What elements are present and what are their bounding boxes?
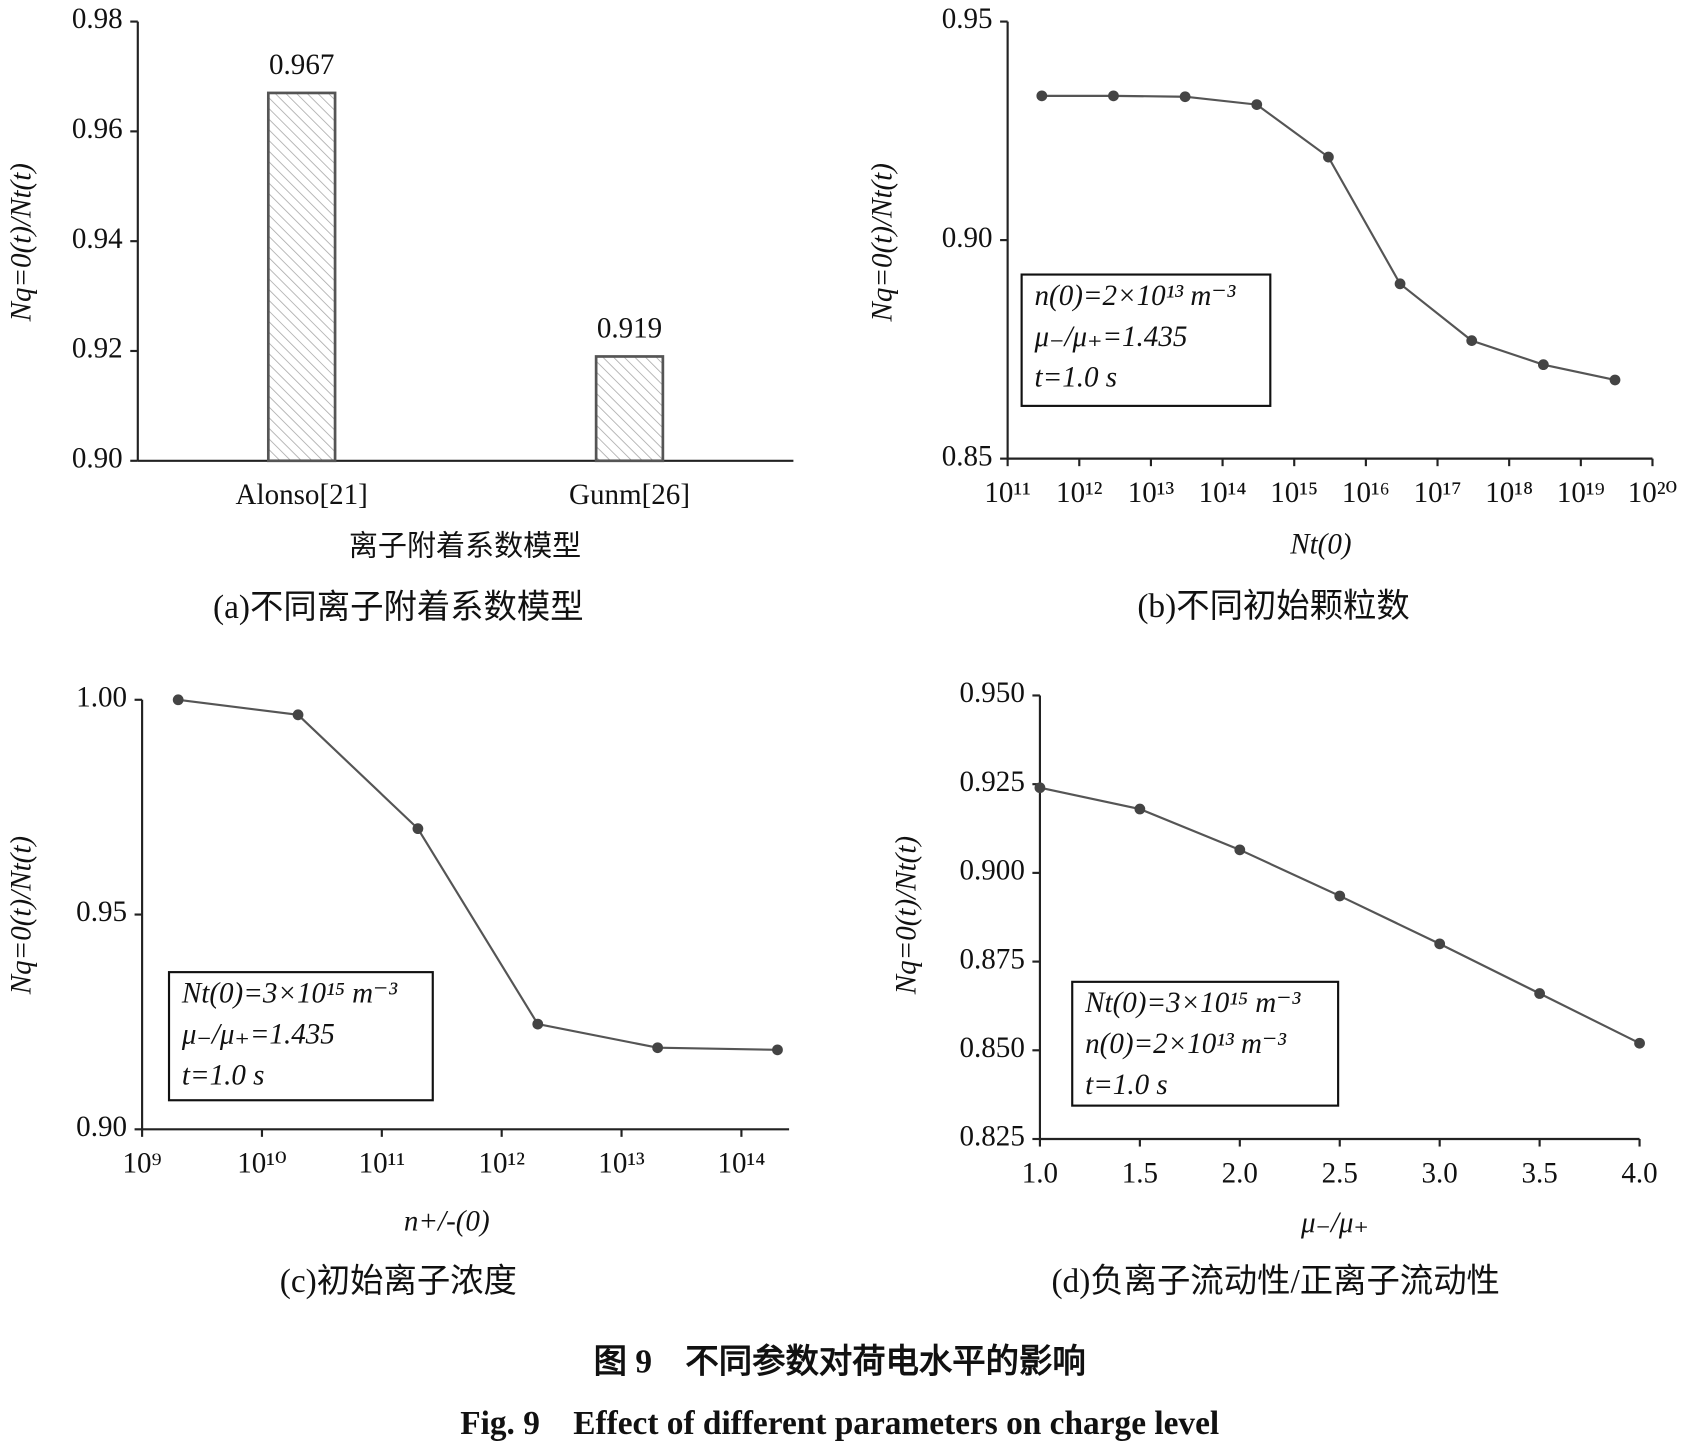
point [1434, 938, 1446, 950]
x-tick-label: 10¹⁵ [1270, 477, 1318, 509]
bar-value-label: 0.919 [597, 312, 662, 344]
x-tick-label: 10²⁰ [1628, 477, 1677, 509]
annotation: n(0)=2×10¹³ m⁻³ [1085, 1028, 1287, 1060]
x-axis-label: μ₋/μ₊ [1300, 1207, 1369, 1239]
x-tick-label: 10¹³ [1128, 477, 1175, 509]
point [532, 1018, 544, 1030]
point [652, 1042, 664, 1054]
y-tick-label: 0.98 [72, 3, 123, 35]
annotation: t=1.0 s [1035, 362, 1118, 394]
annotation: t=1.0 s [1085, 1069, 1168, 1101]
point [772, 1044, 783, 1056]
y-tick-label: 0.925 [959, 766, 1024, 798]
x-tick-label: 10¹⁴ [1199, 477, 1247, 509]
y-tick-label: 0.90 [76, 1111, 127, 1143]
y-tick-label: 0.90 [942, 222, 993, 254]
y-tick-label: 0.875 [959, 943, 1024, 975]
point [1134, 803, 1146, 815]
annotation: Nt(0)=3×10¹⁵ m⁻³ [1084, 987, 1301, 1019]
x-tick-label: 10¹⁷ [1414, 477, 1462, 509]
y-axis-label: Nq=0(t)/Nt(t) [867, 163, 899, 322]
y-tick-label: 0.900 [959, 855, 1024, 887]
x-tick-label: 10¹⁴ [717, 1148, 765, 1180]
x-tick-label: 4.0 [1621, 1157, 1657, 1189]
x-tick-label: Alonso[21] [236, 479, 368, 511]
y-tick-label: 0.85 [942, 440, 993, 472]
y-tick-label: 0.96 [72, 113, 123, 145]
x-tick-label: 10¹² [478, 1148, 525, 1180]
x-tick-label: 10¹⁹ [1557, 477, 1605, 509]
x-tick-label: 10¹⁶ [1342, 477, 1390, 509]
bar [594, 355, 665, 463]
line [178, 698, 778, 1051]
y-tick-label: 1.00 [76, 681, 127, 713]
y-tick-label: 0.95 [76, 896, 127, 928]
x-tick-label: 2.0 [1222, 1157, 1258, 1189]
point [1534, 988, 1546, 999]
caption: (d)负离子流动性/正离子流动性 [1051, 1263, 1499, 1300]
y-tick-label: 0.950 [959, 677, 1024, 709]
point [1251, 99, 1263, 110]
point [1323, 151, 1334, 163]
y-tick-label: 0.94 [72, 223, 123, 255]
y-tick-label: 0.92 [72, 333, 123, 365]
x-tick-label: 10⁹ [123, 1148, 162, 1180]
point [292, 709, 304, 721]
point [412, 823, 424, 835]
point [1394, 278, 1406, 290]
annotation-box [167, 971, 434, 1102]
x-tick-label: 2.5 [1322, 1157, 1358, 1189]
caption: (b)不同初始颗粒数 [1137, 588, 1409, 625]
annotation: μ₋/μ₊=1.435 [1034, 321, 1188, 353]
annotation: μ₋/μ₊=1.435 [181, 1018, 335, 1050]
x-tick-label: 3.5 [1521, 1157, 1557, 1189]
point [1234, 844, 1246, 856]
point [1179, 91, 1191, 103]
figure-title: 图 9 不同参数对荷电水平的影响 [594, 1344, 1086, 1381]
y-tick-label: 0.850 [959, 1032, 1024, 1064]
point [1034, 782, 1046, 794]
x-axis-label: n+/-(0) [404, 1206, 490, 1238]
y-axis-label: Nq=0(t)/Nt(t) [5, 163, 37, 322]
point [1537, 359, 1549, 371]
y-tick-label: 0.90 [72, 442, 123, 474]
annotation: t=1.0 s [182, 1059, 265, 1091]
caption: (c)初始离子浓度 [280, 1263, 517, 1300]
y-axis-label: Nq=0(t)/Nt(t) [890, 836, 922, 995]
x-tick-label: 1.5 [1122, 1157, 1158, 1189]
x-tick-label: 1.0 [1022, 1157, 1058, 1189]
figure-title-en: Fig. 9 Effect of different parameters on… [460, 1405, 1219, 1442]
annotation: Nt(0)=3×10¹⁵ m⁻³ [181, 977, 398, 1009]
annotation: n(0)=2×10¹³ m⁻³ [1035, 280, 1237, 312]
y-tick-label: 0.825 [959, 1121, 1024, 1153]
y-axis-label: Nq=0(t)/Nt(t) [5, 836, 37, 995]
y-tick-label: 0.95 [942, 3, 993, 35]
x-tick-label: Gunm[26] [569, 479, 690, 511]
x-tick-label: 10¹³ [598, 1148, 645, 1180]
x-tick-label: 10¹¹ [359, 1148, 405, 1180]
caption: (a)不同离子附着系数模型 [213, 589, 584, 626]
x-tick-label: 10¹⁸ [1485, 477, 1533, 509]
annotation-box [1071, 980, 1340, 1107]
point [1108, 90, 1119, 102]
bar-value-label: 0.967 [269, 49, 334, 81]
x-tick-label: 3.0 [1422, 1157, 1458, 1189]
x-tick-label: 10¹¹ [984, 477, 1030, 509]
point [1609, 374, 1621, 386]
x-axis-label: Nt(0) [1289, 529, 1351, 561]
x-axis-label: 离子附着系数模型 [349, 530, 581, 563]
point [1466, 335, 1478, 347]
annotation-box [1020, 273, 1272, 407]
point [1634, 1037, 1645, 1049]
x-tick-label: 10¹⁰ [237, 1148, 286, 1180]
bar [266, 91, 337, 463]
point [1036, 90, 1048, 102]
x-tick-label: 10¹² [1056, 477, 1103, 509]
point [172, 694, 184, 706]
point [1334, 890, 1346, 902]
